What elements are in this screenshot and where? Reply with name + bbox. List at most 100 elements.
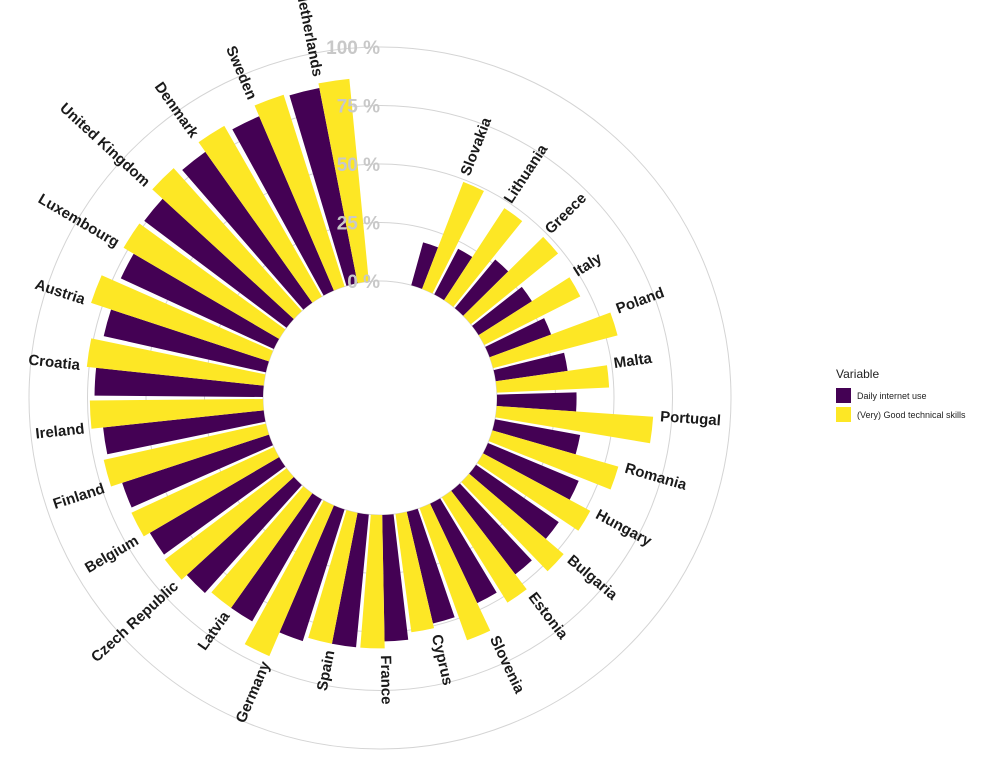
category-label-poland: Poland bbox=[614, 284, 667, 317]
bar-germany-daily-internet-use bbox=[279, 505, 345, 642]
bar-slovenia-good-technical-skills bbox=[419, 503, 491, 641]
legend-item-good-technical-skills: (Very) Good technical skills bbox=[836, 405, 966, 424]
tick-label: 75 % bbox=[337, 97, 380, 118]
category-label-malta: Malta bbox=[613, 350, 654, 372]
bar-romania-daily-internet-use bbox=[492, 419, 581, 455]
category-label-croatia: Croatia bbox=[28, 352, 82, 374]
bar-croatia-daily-internet-use bbox=[94, 367, 264, 398]
bar-lithuania-good-technical-skills bbox=[444, 208, 523, 307]
bar-malta-daily-internet-use bbox=[493, 352, 568, 382]
bar-czech-republic-daily-internet-use bbox=[186, 477, 302, 594]
bar-france-good-technical-skills bbox=[360, 514, 385, 649]
legend-item-daily-internet-use: Daily internet use bbox=[836, 386, 966, 405]
bar-sweden-daily-internet-use bbox=[232, 116, 334, 296]
bar-croatia-good-technical-skills bbox=[86, 338, 266, 386]
category-label-sweden: Sweden bbox=[222, 43, 260, 102]
bar-poland-good-technical-skills bbox=[489, 312, 618, 369]
bar-finland-good-technical-skills bbox=[103, 423, 269, 487]
category-label-slovakia: Slovakia bbox=[457, 115, 495, 179]
bar-bulgaria-daily-internet-use bbox=[469, 464, 559, 539]
bar-spain-good-technical-skills bbox=[308, 510, 358, 644]
bar-greece-good-technical-skills bbox=[463, 236, 559, 325]
category-label-italy: Italy bbox=[571, 249, 606, 280]
category-label-czech-republic: Czech Republic bbox=[88, 578, 182, 666]
bar-ireland-good-technical-skills bbox=[89, 398, 264, 429]
category-label-finland: Finland bbox=[51, 480, 107, 513]
bar-portugal-good-technical-skills bbox=[495, 406, 654, 444]
bar-romania-good-technical-skills bbox=[488, 430, 619, 490]
legend-label-good-technical-skills: (Very) Good technical skills bbox=[857, 409, 966, 420]
radial-tick-labels: 0 % 25 % 50 % 75 % 100 % bbox=[326, 38, 380, 293]
category-label-france: France bbox=[377, 655, 395, 705]
bar-slovakia-good-technical-skills bbox=[422, 181, 484, 294]
category-label-lithuania: Lithuania bbox=[501, 141, 552, 207]
category-label-hungary: Hungary bbox=[593, 506, 655, 550]
bar-malta-good-technical-skills bbox=[495, 365, 610, 393]
bar-portugal-daily-internet-use bbox=[496, 392, 577, 412]
bar-slovakia-daily-internet-use bbox=[411, 242, 439, 289]
legend-title: Variable bbox=[836, 367, 880, 381]
bar-italy-good-technical-skills bbox=[478, 277, 581, 346]
bar-finland-daily-internet-use bbox=[122, 434, 273, 508]
tick-label: 100 % bbox=[326, 38, 380, 59]
tick-label: 25 % bbox=[337, 214, 380, 235]
category-label-spain: Spain bbox=[314, 649, 339, 692]
bar-luxembourg-daily-internet-use bbox=[120, 253, 280, 349]
bar-cyprus-good-technical-skills bbox=[395, 511, 435, 633]
bar-france-daily-internet-use bbox=[382, 514, 409, 642]
bar-netherlands-good-technical-skills bbox=[318, 78, 369, 284]
bar-austria-daily-internet-use bbox=[103, 309, 269, 373]
category-label-portugal: Portugal bbox=[660, 408, 722, 429]
category-label-estonia: Estonia bbox=[525, 589, 572, 643]
bar-belgium-good-technical-skills bbox=[131, 447, 280, 537]
category-label-luxembourg: Luxembourg bbox=[35, 191, 122, 252]
category-label-slovenia: Slovenia bbox=[486, 633, 528, 697]
category-label-greece: Greece bbox=[542, 190, 590, 238]
grid-ring bbox=[262, 280, 498, 516]
bar-czech-republic-good-technical-skills bbox=[164, 468, 294, 580]
grid-ring bbox=[28, 46, 732, 750]
bar-hungary-daily-internet-use bbox=[483, 443, 579, 500]
category-label-latvia: Latvia bbox=[195, 608, 234, 654]
category-label-ireland: Ireland bbox=[35, 420, 86, 442]
bar-denmark-good-technical-skills bbox=[198, 125, 322, 303]
bar-denmark-daily-internet-use bbox=[182, 151, 313, 310]
bar-ireland-daily-internet-use bbox=[103, 410, 266, 455]
tick-label: 0 % bbox=[347, 272, 380, 293]
legend-swatch-good-technical-skills bbox=[836, 407, 851, 422]
legend: Variable Daily internet use (Very) Good … bbox=[836, 367, 966, 424]
category-label-netherlands: Netherlands bbox=[293, 0, 326, 78]
bar-poland-daily-internet-use bbox=[485, 318, 552, 358]
bar-germany-good-technical-skills bbox=[244, 500, 334, 657]
bar-united-kingdom-daily-internet-use bbox=[144, 198, 294, 328]
category-label-romania: Romania bbox=[623, 460, 689, 494]
tick-label: 50 % bbox=[337, 155, 380, 176]
bar-cyprus-daily-internet-use bbox=[406, 508, 455, 624]
category-label-germany: Germany bbox=[233, 658, 275, 725]
bar-greece-daily-internet-use bbox=[454, 259, 509, 316]
legend-label-daily-internet-use: Daily internet use bbox=[857, 390, 927, 401]
grid-ring bbox=[87, 105, 673, 691]
bars-group bbox=[86, 78, 654, 657]
bar-bulgaria-good-technical-skills bbox=[461, 473, 564, 572]
bar-sweden-good-technical-skills bbox=[254, 94, 345, 291]
bar-latvia-daily-internet-use bbox=[231, 493, 322, 622]
bar-luxembourg-good-technical-skills bbox=[123, 223, 286, 339]
bar-spain-daily-internet-use bbox=[331, 512, 369, 648]
category-label-bulgaria: Bulgaria bbox=[564, 552, 621, 604]
bar-hungary-good-technical-skills bbox=[477, 453, 591, 531]
bar-belgium-daily-internet-use bbox=[149, 457, 286, 555]
bar-austria-good-technical-skills bbox=[91, 275, 273, 362]
bar-lithuania-daily-internet-use bbox=[434, 248, 473, 301]
category-label-denmark: Denmark bbox=[151, 79, 202, 142]
bar-united-kingdom-good-technical-skills bbox=[152, 168, 302, 319]
category-label-cyprus: Cyprus bbox=[428, 633, 456, 687]
legend-swatch-daily-internet-use bbox=[836, 388, 851, 403]
bar-estonia-daily-internet-use bbox=[451, 483, 532, 575]
bar-italy-daily-internet-use bbox=[472, 286, 532, 336]
bar-latvia-good-technical-skills bbox=[211, 486, 313, 608]
bar-netherlands-daily-internet-use bbox=[289, 87, 358, 286]
category-label-united-kingdom: United Kingdom bbox=[56, 100, 153, 191]
bar-slovenia-daily-internet-use bbox=[430, 498, 497, 604]
